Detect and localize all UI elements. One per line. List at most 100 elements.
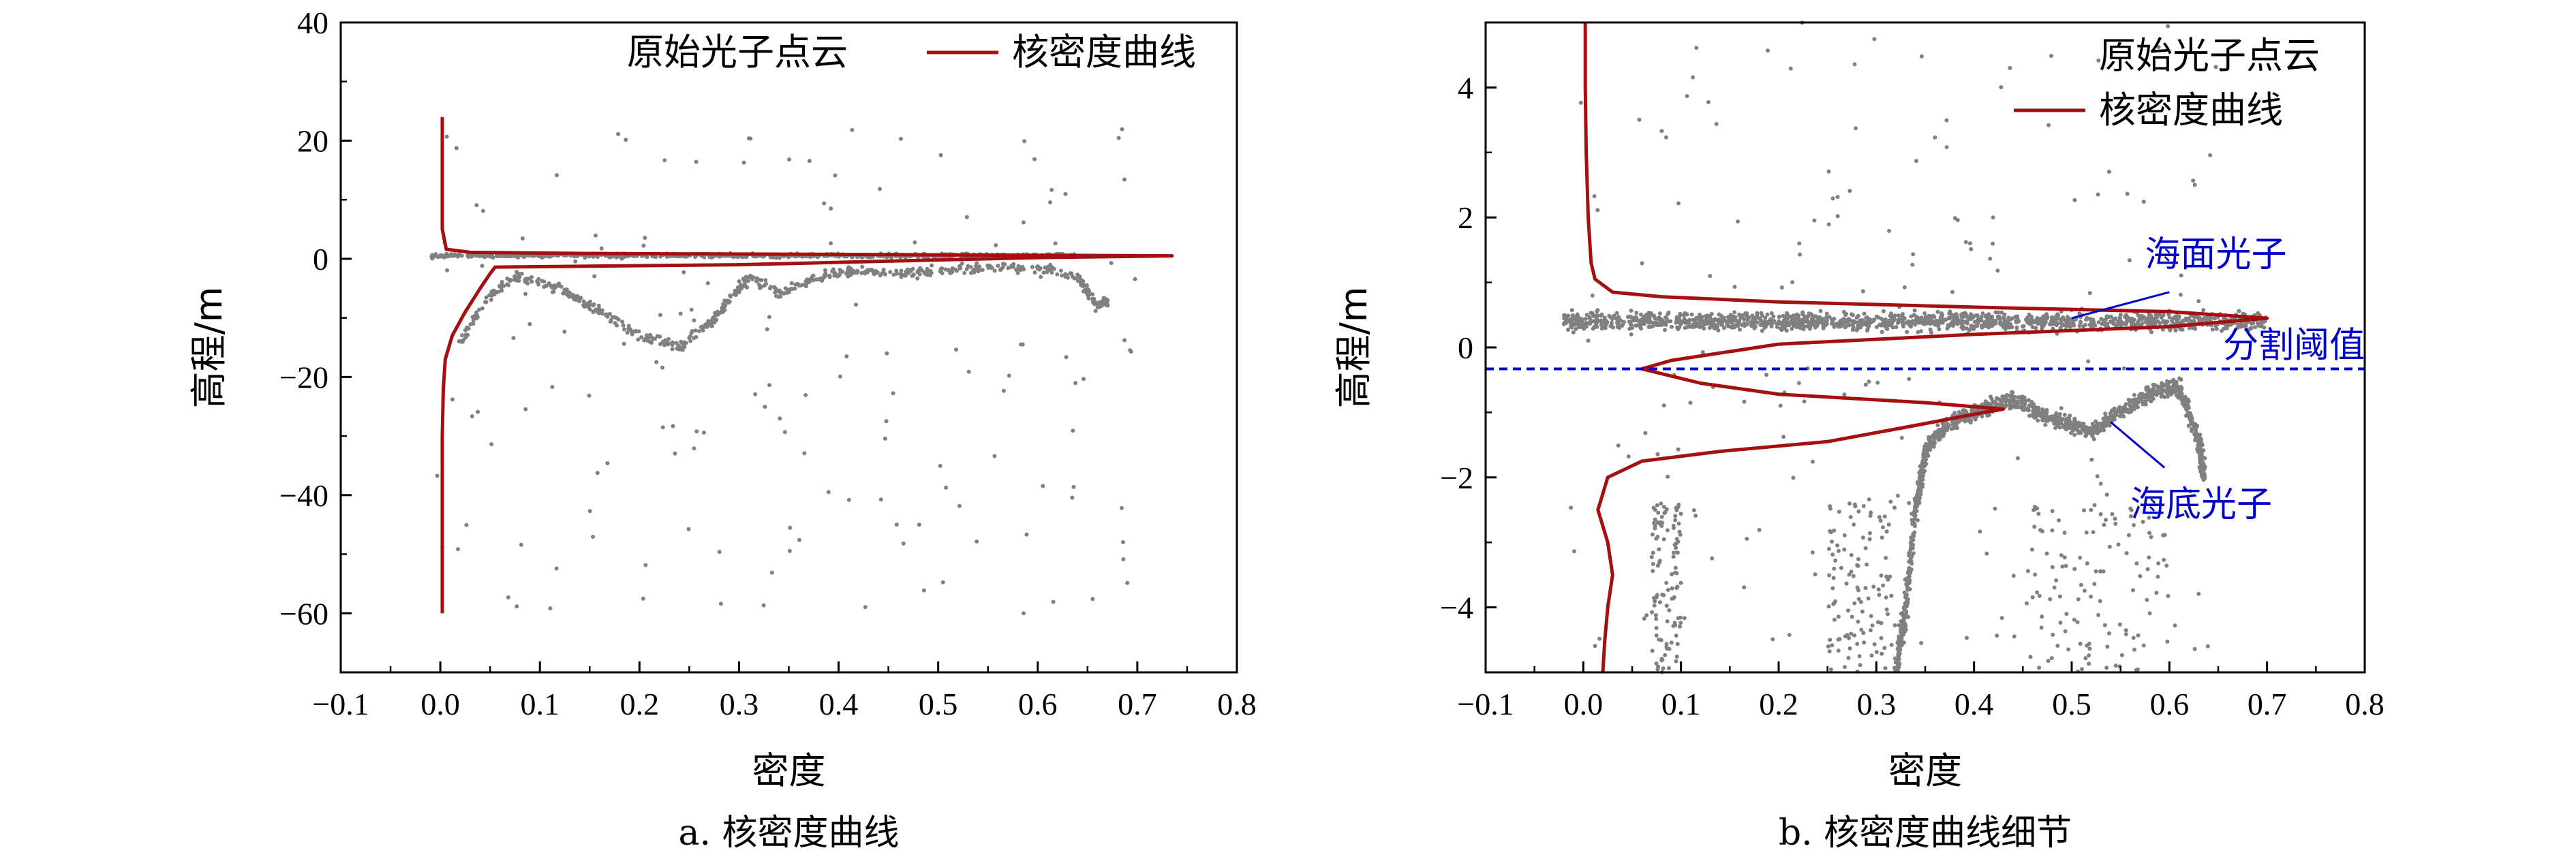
photon-point xyxy=(739,286,744,291)
photon-point xyxy=(846,497,851,502)
photon-point xyxy=(1935,309,1940,314)
photon-point xyxy=(1121,557,1126,561)
photon-point xyxy=(2036,408,2040,413)
photon-point xyxy=(1999,310,2004,315)
photon-point xyxy=(774,294,779,298)
photon-point xyxy=(625,330,630,335)
photon-point xyxy=(1863,382,1868,387)
photon-point xyxy=(2061,425,2066,430)
photon-point xyxy=(1672,542,1677,547)
photon-point xyxy=(1651,550,1655,555)
y-tick-label: −4 xyxy=(1440,591,1473,625)
photon-point xyxy=(863,605,868,610)
photon-point xyxy=(1805,316,1809,321)
photon-point xyxy=(2108,418,2113,422)
photon-point xyxy=(2089,594,2093,599)
photon-point xyxy=(1846,608,1850,613)
photon-point xyxy=(517,275,522,279)
photon-point xyxy=(1978,529,1982,534)
photon-point xyxy=(674,341,679,345)
photon-point xyxy=(679,345,684,350)
photon-point xyxy=(2195,433,2200,437)
photon-point xyxy=(2050,509,2055,514)
photon-point xyxy=(671,424,675,428)
photon-point xyxy=(1896,313,1901,318)
photon-point xyxy=(573,259,578,264)
photon-point xyxy=(1835,214,1840,219)
photon-point xyxy=(1860,609,1865,614)
photon-point xyxy=(2129,316,2134,321)
photon-point xyxy=(1659,514,1664,519)
photon-point xyxy=(1614,311,1619,315)
photon-point xyxy=(595,471,600,475)
photon-point xyxy=(2162,394,2167,399)
photon-point xyxy=(1640,261,1644,266)
photon-point xyxy=(2113,663,2118,668)
photon-point xyxy=(2161,319,2166,324)
photon-point xyxy=(1787,633,1792,637)
photon-point xyxy=(1030,265,1034,269)
photon-point xyxy=(470,414,474,419)
photon-point xyxy=(2008,65,2012,70)
photon-point xyxy=(2096,192,2100,197)
photon-point xyxy=(2147,611,2152,616)
photon-point xyxy=(484,295,489,300)
photon-point xyxy=(1911,252,1916,257)
photon-point xyxy=(1885,326,1890,331)
photon-point xyxy=(1887,229,1891,233)
photon-point xyxy=(1674,634,1678,638)
photon-point xyxy=(1642,616,1646,621)
photon-point xyxy=(1826,604,1831,609)
photon-point xyxy=(519,271,524,276)
photon-point xyxy=(2174,317,2179,322)
photon-point xyxy=(2078,642,2083,646)
caption-a: a. 核密度曲线 xyxy=(678,813,899,854)
photon-point xyxy=(445,268,450,272)
photon-point xyxy=(1595,309,1599,314)
photon-point xyxy=(1897,648,1902,653)
photon-point xyxy=(1000,262,1005,266)
photon-point xyxy=(1935,423,1940,428)
photon-point xyxy=(1571,549,1576,554)
photon-point xyxy=(654,360,659,364)
photon-point xyxy=(1950,322,1954,326)
photon-point xyxy=(1912,313,1916,317)
photon-point xyxy=(2150,394,2155,399)
photon-point xyxy=(1742,399,1747,404)
photon-point xyxy=(1911,532,1916,537)
photon-point xyxy=(2132,647,2136,652)
photon-point xyxy=(772,285,777,290)
photon-point xyxy=(1875,620,1880,625)
photon-point xyxy=(1676,315,1681,320)
photon-point xyxy=(1883,666,1888,670)
photon-point xyxy=(1955,218,1960,223)
photon-point xyxy=(2145,597,2149,602)
photon-point xyxy=(1116,136,1121,140)
photon-point xyxy=(1858,325,1863,330)
photon-point xyxy=(761,603,766,608)
photon-point xyxy=(2200,473,2205,478)
photon-point xyxy=(1904,593,1909,597)
photon-point xyxy=(2244,327,2248,332)
photon-point xyxy=(1678,615,1683,620)
photon-point xyxy=(807,159,812,163)
photon-point xyxy=(1717,320,1722,325)
photon-point xyxy=(562,329,567,334)
photon-point xyxy=(673,451,677,456)
photon-point xyxy=(1862,311,1867,316)
photon-point xyxy=(804,284,808,289)
photon-point xyxy=(2033,572,2038,577)
photon-point xyxy=(1761,323,1766,328)
photon-point xyxy=(1905,582,1910,587)
photon-point xyxy=(1800,322,1805,327)
photon-point xyxy=(450,397,455,402)
photon-point xyxy=(1591,326,1595,331)
photon-point xyxy=(1895,659,1899,663)
photon-point xyxy=(1663,315,1668,320)
photon-point xyxy=(1675,642,1680,646)
photon-point xyxy=(2104,424,2109,428)
photon-point xyxy=(2031,410,2036,415)
photon-point xyxy=(474,310,478,315)
photon-point xyxy=(2049,318,2054,323)
photon-point xyxy=(1870,623,1875,628)
